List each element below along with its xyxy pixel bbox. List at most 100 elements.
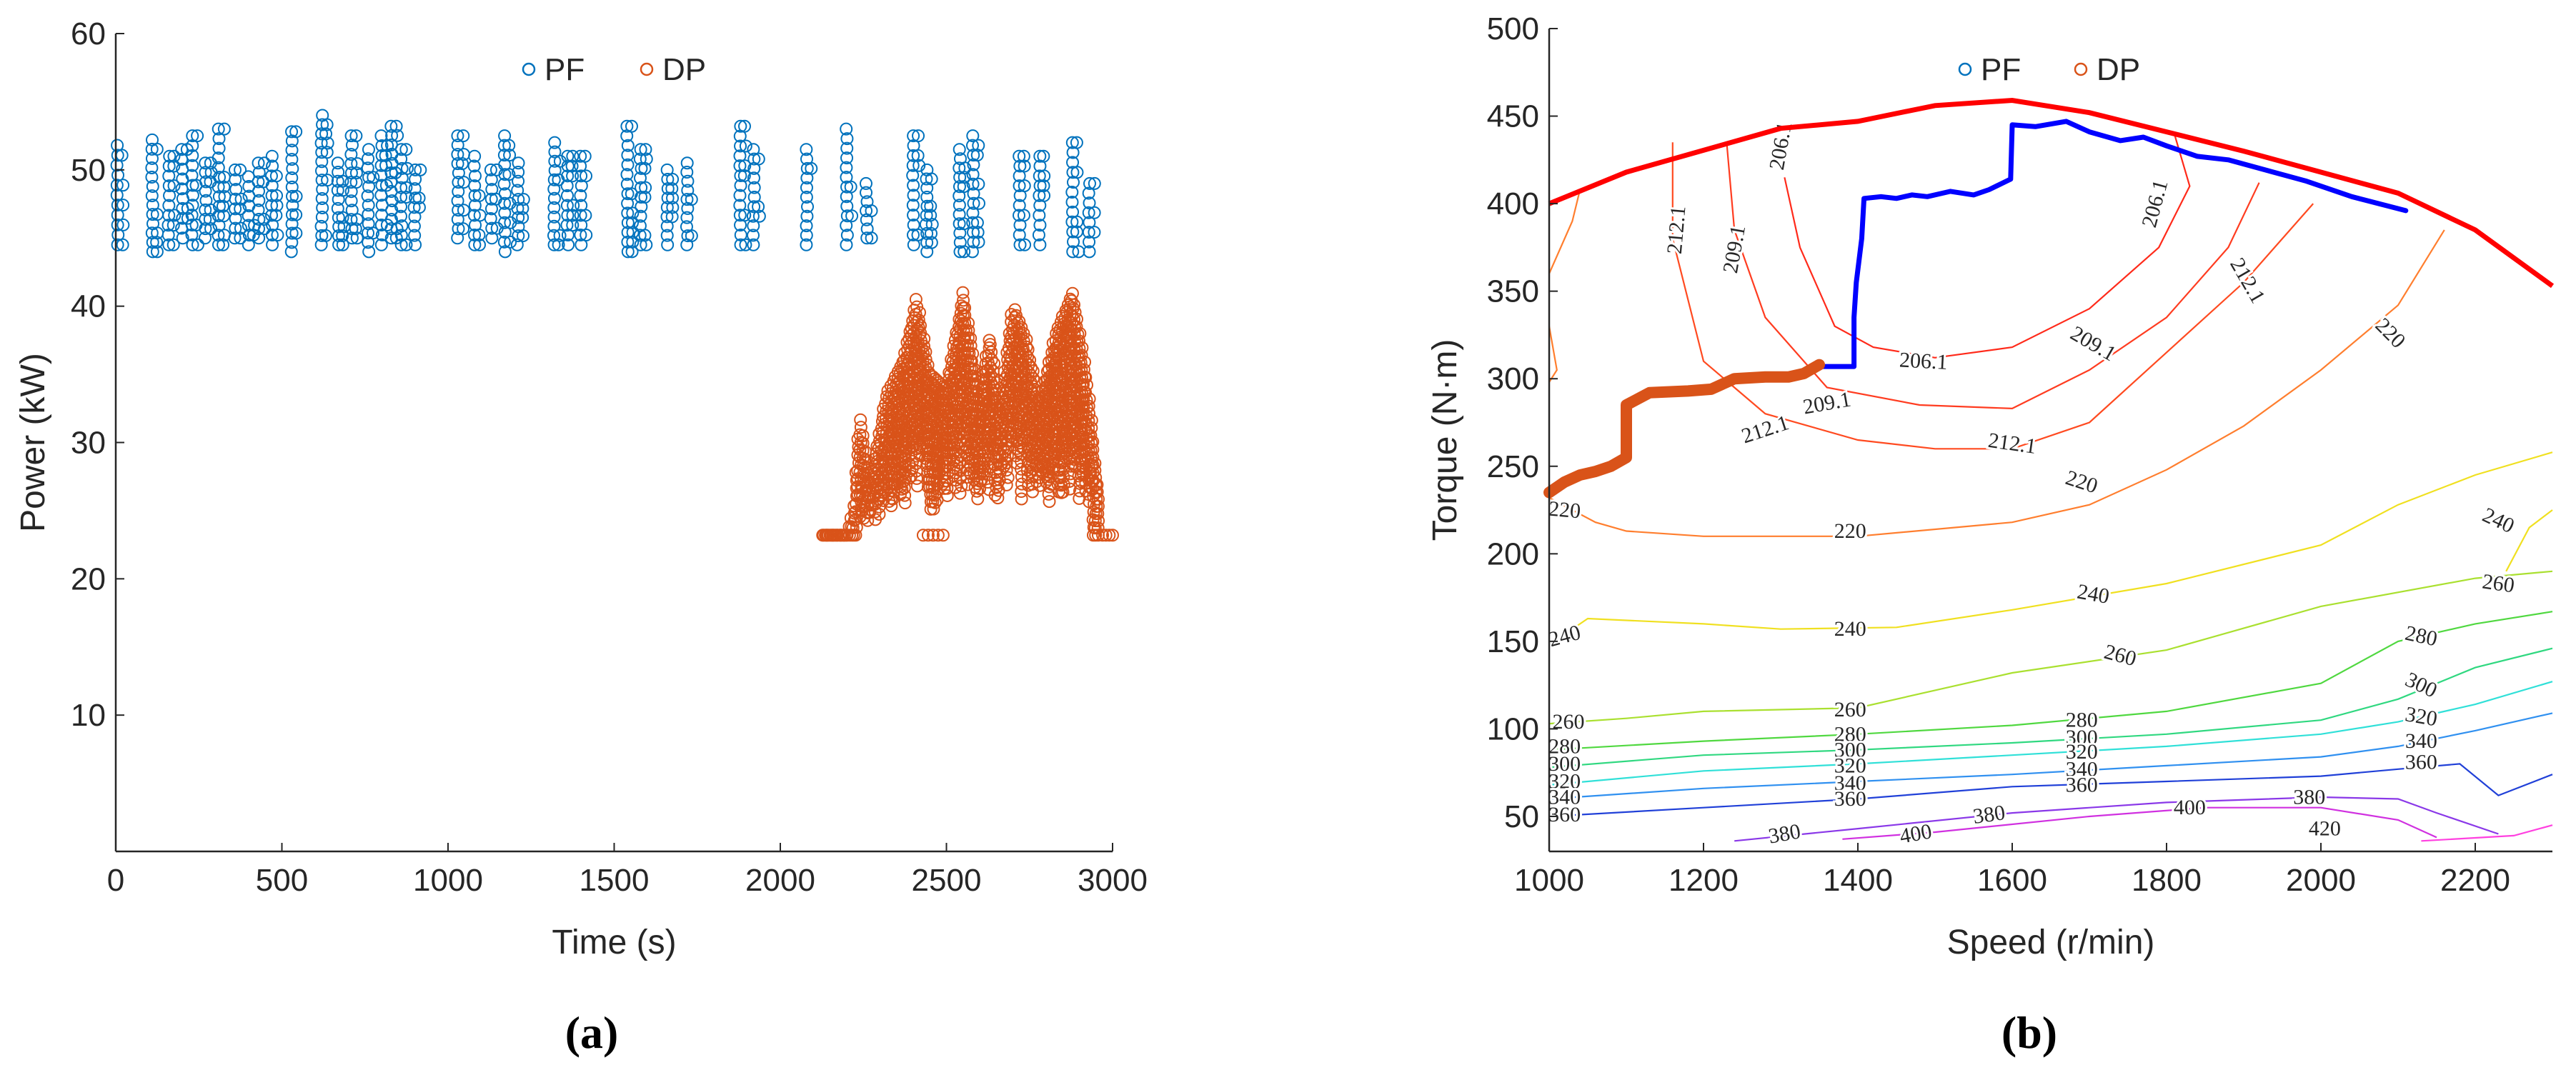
pf-point bbox=[146, 180, 159, 194]
pf-point bbox=[640, 238, 653, 251]
pf-point bbox=[548, 154, 562, 168]
contour-label: 280 bbox=[1548, 734, 1581, 758]
dp-point bbox=[1103, 529, 1116, 542]
pf-point bbox=[362, 208, 375, 221]
pf-point bbox=[498, 129, 512, 143]
pf-point bbox=[385, 204, 399, 217]
pf-point bbox=[265, 229, 279, 242]
contour-label: 260 bbox=[2102, 640, 2139, 671]
pf-point bbox=[185, 209, 199, 222]
pf-point bbox=[925, 218, 939, 231]
pf-point bbox=[331, 156, 344, 170]
dp-point bbox=[912, 418, 925, 431]
pf-point bbox=[972, 196, 985, 210]
pf-point bbox=[162, 169, 176, 183]
dp-point bbox=[991, 491, 1005, 505]
pf-point bbox=[574, 189, 587, 202]
dp-point bbox=[968, 369, 982, 383]
pf-point bbox=[747, 238, 760, 251]
pf-point bbox=[315, 174, 329, 187]
pf-point bbox=[547, 191, 561, 205]
pf-point bbox=[553, 229, 567, 242]
contour-label: 300 bbox=[1548, 752, 1581, 776]
pf-point bbox=[362, 143, 375, 156]
pf-point bbox=[111, 238, 124, 251]
pf-point bbox=[361, 189, 374, 203]
contour-line-212-1 bbox=[1671, 142, 2314, 450]
pf-point bbox=[621, 139, 635, 152]
dp-point bbox=[919, 353, 933, 366]
pf-point bbox=[110, 159, 124, 172]
dp-point bbox=[854, 421, 867, 434]
pf-point bbox=[953, 208, 966, 221]
pf-point bbox=[391, 129, 404, 142]
dp-point bbox=[958, 309, 972, 322]
pf-point bbox=[484, 192, 498, 206]
dp-point bbox=[1020, 340, 1033, 354]
contour-label: 320 bbox=[1834, 754, 1866, 777]
pf-point bbox=[394, 200, 408, 214]
pf-point bbox=[920, 172, 933, 186]
pf-point bbox=[468, 179, 482, 193]
y-tick-label: 20 bbox=[71, 561, 106, 596]
dp-point bbox=[1013, 322, 1026, 336]
pf-point bbox=[734, 228, 747, 241]
dp-point bbox=[1043, 495, 1056, 509]
pf-point bbox=[920, 191, 934, 204]
pf-point bbox=[800, 229, 813, 242]
dp-point bbox=[1077, 363, 1090, 376]
x-tick-label: 1600 bbox=[1977, 863, 2047, 898]
dp-point bbox=[856, 436, 870, 450]
pf-point bbox=[186, 129, 199, 143]
pf-point bbox=[666, 172, 680, 186]
pf-point bbox=[361, 161, 374, 175]
pf-point bbox=[252, 231, 266, 245]
pf-point bbox=[860, 222, 874, 236]
pf-point bbox=[316, 118, 329, 131]
pf-point bbox=[1032, 229, 1045, 242]
dp-point bbox=[917, 347, 930, 361]
pf-point bbox=[517, 193, 530, 206]
pf-point bbox=[111, 228, 125, 241]
pf-point bbox=[451, 231, 464, 245]
x-tick-label: 1000 bbox=[413, 863, 483, 898]
pf-point bbox=[578, 149, 592, 163]
pf-point bbox=[681, 229, 695, 243]
contour-line-220 bbox=[1548, 326, 1558, 383]
dp-point bbox=[1000, 449, 1014, 462]
pf-point bbox=[574, 229, 587, 242]
pf-point bbox=[145, 171, 159, 184]
pf-point bbox=[635, 181, 648, 194]
pf-point bbox=[906, 159, 920, 172]
pf-point bbox=[840, 219, 853, 232]
pf-point bbox=[409, 163, 422, 176]
dp-point bbox=[964, 331, 978, 345]
dp-point bbox=[861, 514, 875, 527]
contour-label: 220 bbox=[2063, 466, 2101, 498]
pf-point bbox=[362, 199, 375, 212]
pf-point bbox=[266, 238, 279, 251]
chart-b-x-axis-label: Speed (r/min) bbox=[1947, 924, 2155, 961]
pf-point bbox=[145, 142, 159, 156]
pf-point bbox=[451, 194, 464, 208]
chart-a: 0 500 1000 1500 2000 2500 3000 10 20 30 40 50 60 PF D… bbox=[14, 16, 1148, 1058]
pf-point bbox=[145, 161, 159, 174]
contour-label: 420 bbox=[2309, 817, 2341, 841]
pf-point bbox=[560, 179, 574, 193]
pf-point bbox=[212, 141, 226, 155]
pf-point bbox=[375, 228, 389, 241]
pf-point bbox=[257, 156, 271, 170]
pf-point bbox=[344, 176, 358, 189]
pf-point bbox=[1013, 179, 1026, 193]
contour-label: 380 bbox=[1766, 819, 1802, 848]
pf-point bbox=[408, 182, 422, 196]
y-tick-label: 60 bbox=[71, 16, 106, 51]
dp-point bbox=[962, 324, 975, 337]
chart-b-legend: PF DP bbox=[1958, 52, 2140, 87]
pf-point bbox=[800, 161, 814, 175]
pf-point bbox=[345, 231, 359, 245]
pf-point bbox=[953, 245, 967, 259]
dp-point bbox=[1084, 429, 1098, 442]
legend-marker bbox=[522, 62, 536, 76]
pf-point bbox=[840, 122, 853, 136]
